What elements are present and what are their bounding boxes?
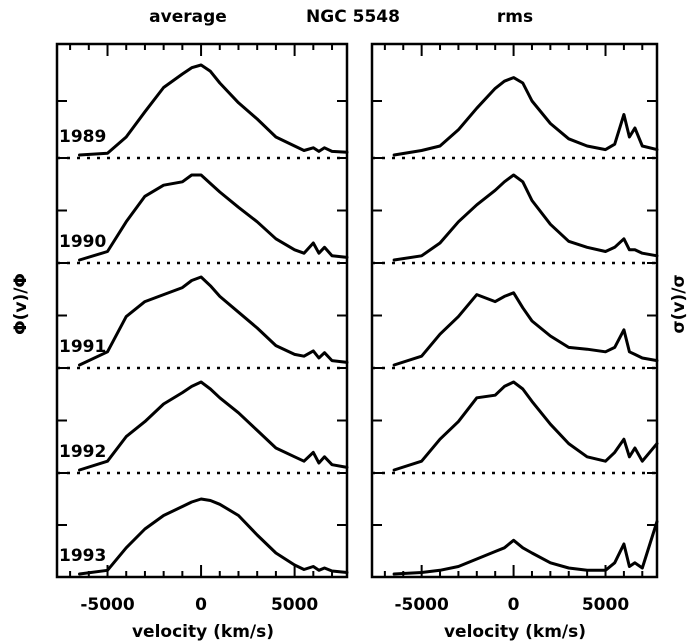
- left-header: average: [149, 7, 227, 27]
- series-line-1991: [78, 275, 349, 367]
- right-y-axis-label: σ(v)/σ: [669, 274, 689, 333]
- x-tick-label: 0: [508, 595, 520, 615]
- panel-frame: [370, 42, 659, 579]
- left-y-axis-label: Φ(v)/Φ: [11, 273, 31, 335]
- series-line-1992: [78, 380, 349, 472]
- x-tick-label: 0: [195, 595, 207, 615]
- series-line-1989: [392, 76, 659, 157]
- x-tick-label: -5000: [80, 595, 135, 615]
- left-x-axis-label: velocity (km/s): [132, 622, 274, 642]
- series-line-1989: [78, 63, 349, 157]
- right-header: rms: [497, 7, 533, 27]
- figure-title: NGC 5548: [306, 7, 400, 27]
- panel-frame: [55, 42, 349, 579]
- series-line-1993: [78, 497, 349, 576]
- x-tick-label: 5000: [582, 595, 629, 615]
- x-tick-label: -5000: [394, 595, 449, 615]
- rms-panel: -5000 0 5000: [370, 42, 659, 615]
- year-label: 1993: [59, 546, 106, 566]
- series-line-1993: [392, 520, 659, 576]
- year-label: 1989: [59, 127, 106, 147]
- x-tick-label: 5000: [271, 595, 318, 615]
- year-label: 1990: [59, 232, 106, 252]
- series-line-1990: [392, 173, 659, 262]
- year-label: 1992: [59, 442, 106, 462]
- series-line-1990: [78, 173, 349, 262]
- series-line-1992: [392, 380, 659, 472]
- right-x-axis-label: velocity (km/s): [444, 622, 586, 642]
- year-label: 1991: [59, 337, 106, 357]
- series-line-1991: [392, 291, 659, 367]
- average-panel: -5000 0 5000 1989 1990 1991 1992 1993: [55, 42, 349, 615]
